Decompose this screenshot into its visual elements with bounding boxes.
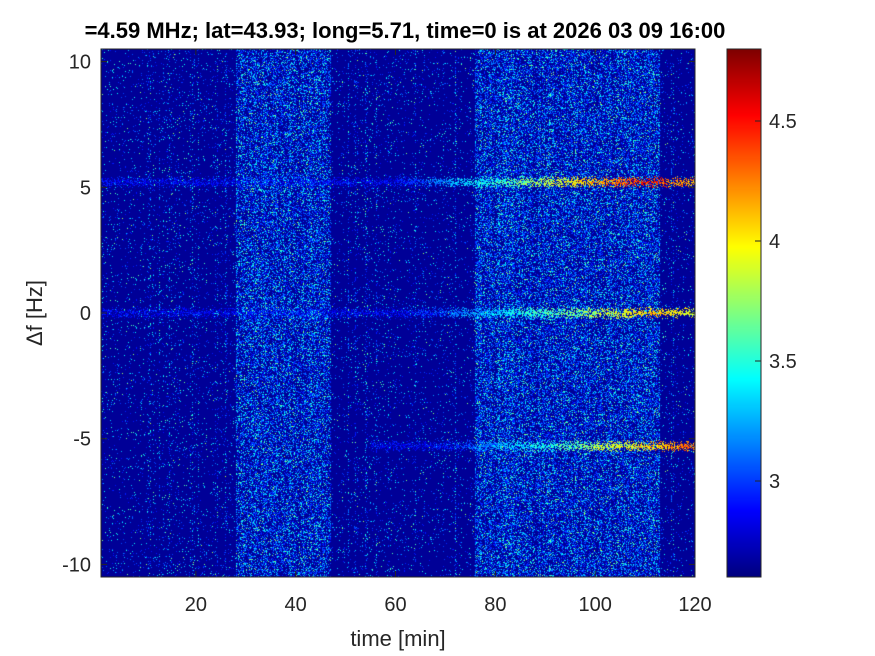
colorbar-tick-label: 3	[769, 471, 780, 493]
y-axis-label: Δf [Hz]	[22, 280, 47, 346]
colorbar: 3 3.5 4 4.5	[726, 48, 797, 578]
x-tick-label: 20	[185, 594, 207, 616]
colorbar-gradient-container	[727, 49, 761, 577]
x-tick-label: 80	[484, 594, 506, 616]
x-tick-label: 60	[384, 594, 406, 616]
y-axis: -10 -5 0 5 10	[62, 48, 696, 578]
y-tick-label: 10	[69, 52, 91, 74]
heatmap-container	[101, 49, 695, 577]
colorbar-ticks: 3 3.5 4 4.5	[755, 111, 797, 493]
x-tick-label: 100	[578, 594, 611, 616]
chart-title: =4.59 MHz; lat=43.93; long=5.71, time=0 …	[85, 18, 726, 43]
heatmap-image	[101, 49, 695, 577]
colorbar-frame	[726, 48, 762, 578]
y-tick-label: 0	[80, 303, 91, 325]
y-tick-label: 5	[80, 177, 91, 199]
x-tick-label: 40	[285, 594, 307, 616]
plot-frame	[100, 48, 696, 578]
plot-area	[101, 49, 695, 577]
y-tick-label: -10	[62, 554, 91, 576]
y-tick-label: -5	[73, 429, 91, 451]
colorbar-tick-label: 3.5	[769, 351, 797, 373]
colorbar-gradient	[727, 49, 761, 577]
colorbar-tick-label: 4.5	[769, 111, 797, 133]
colorbar-tick-label: 4	[769, 231, 780, 253]
x-tick-label: 120	[678, 594, 711, 616]
x-axis-label: time [min]	[350, 626, 445, 651]
